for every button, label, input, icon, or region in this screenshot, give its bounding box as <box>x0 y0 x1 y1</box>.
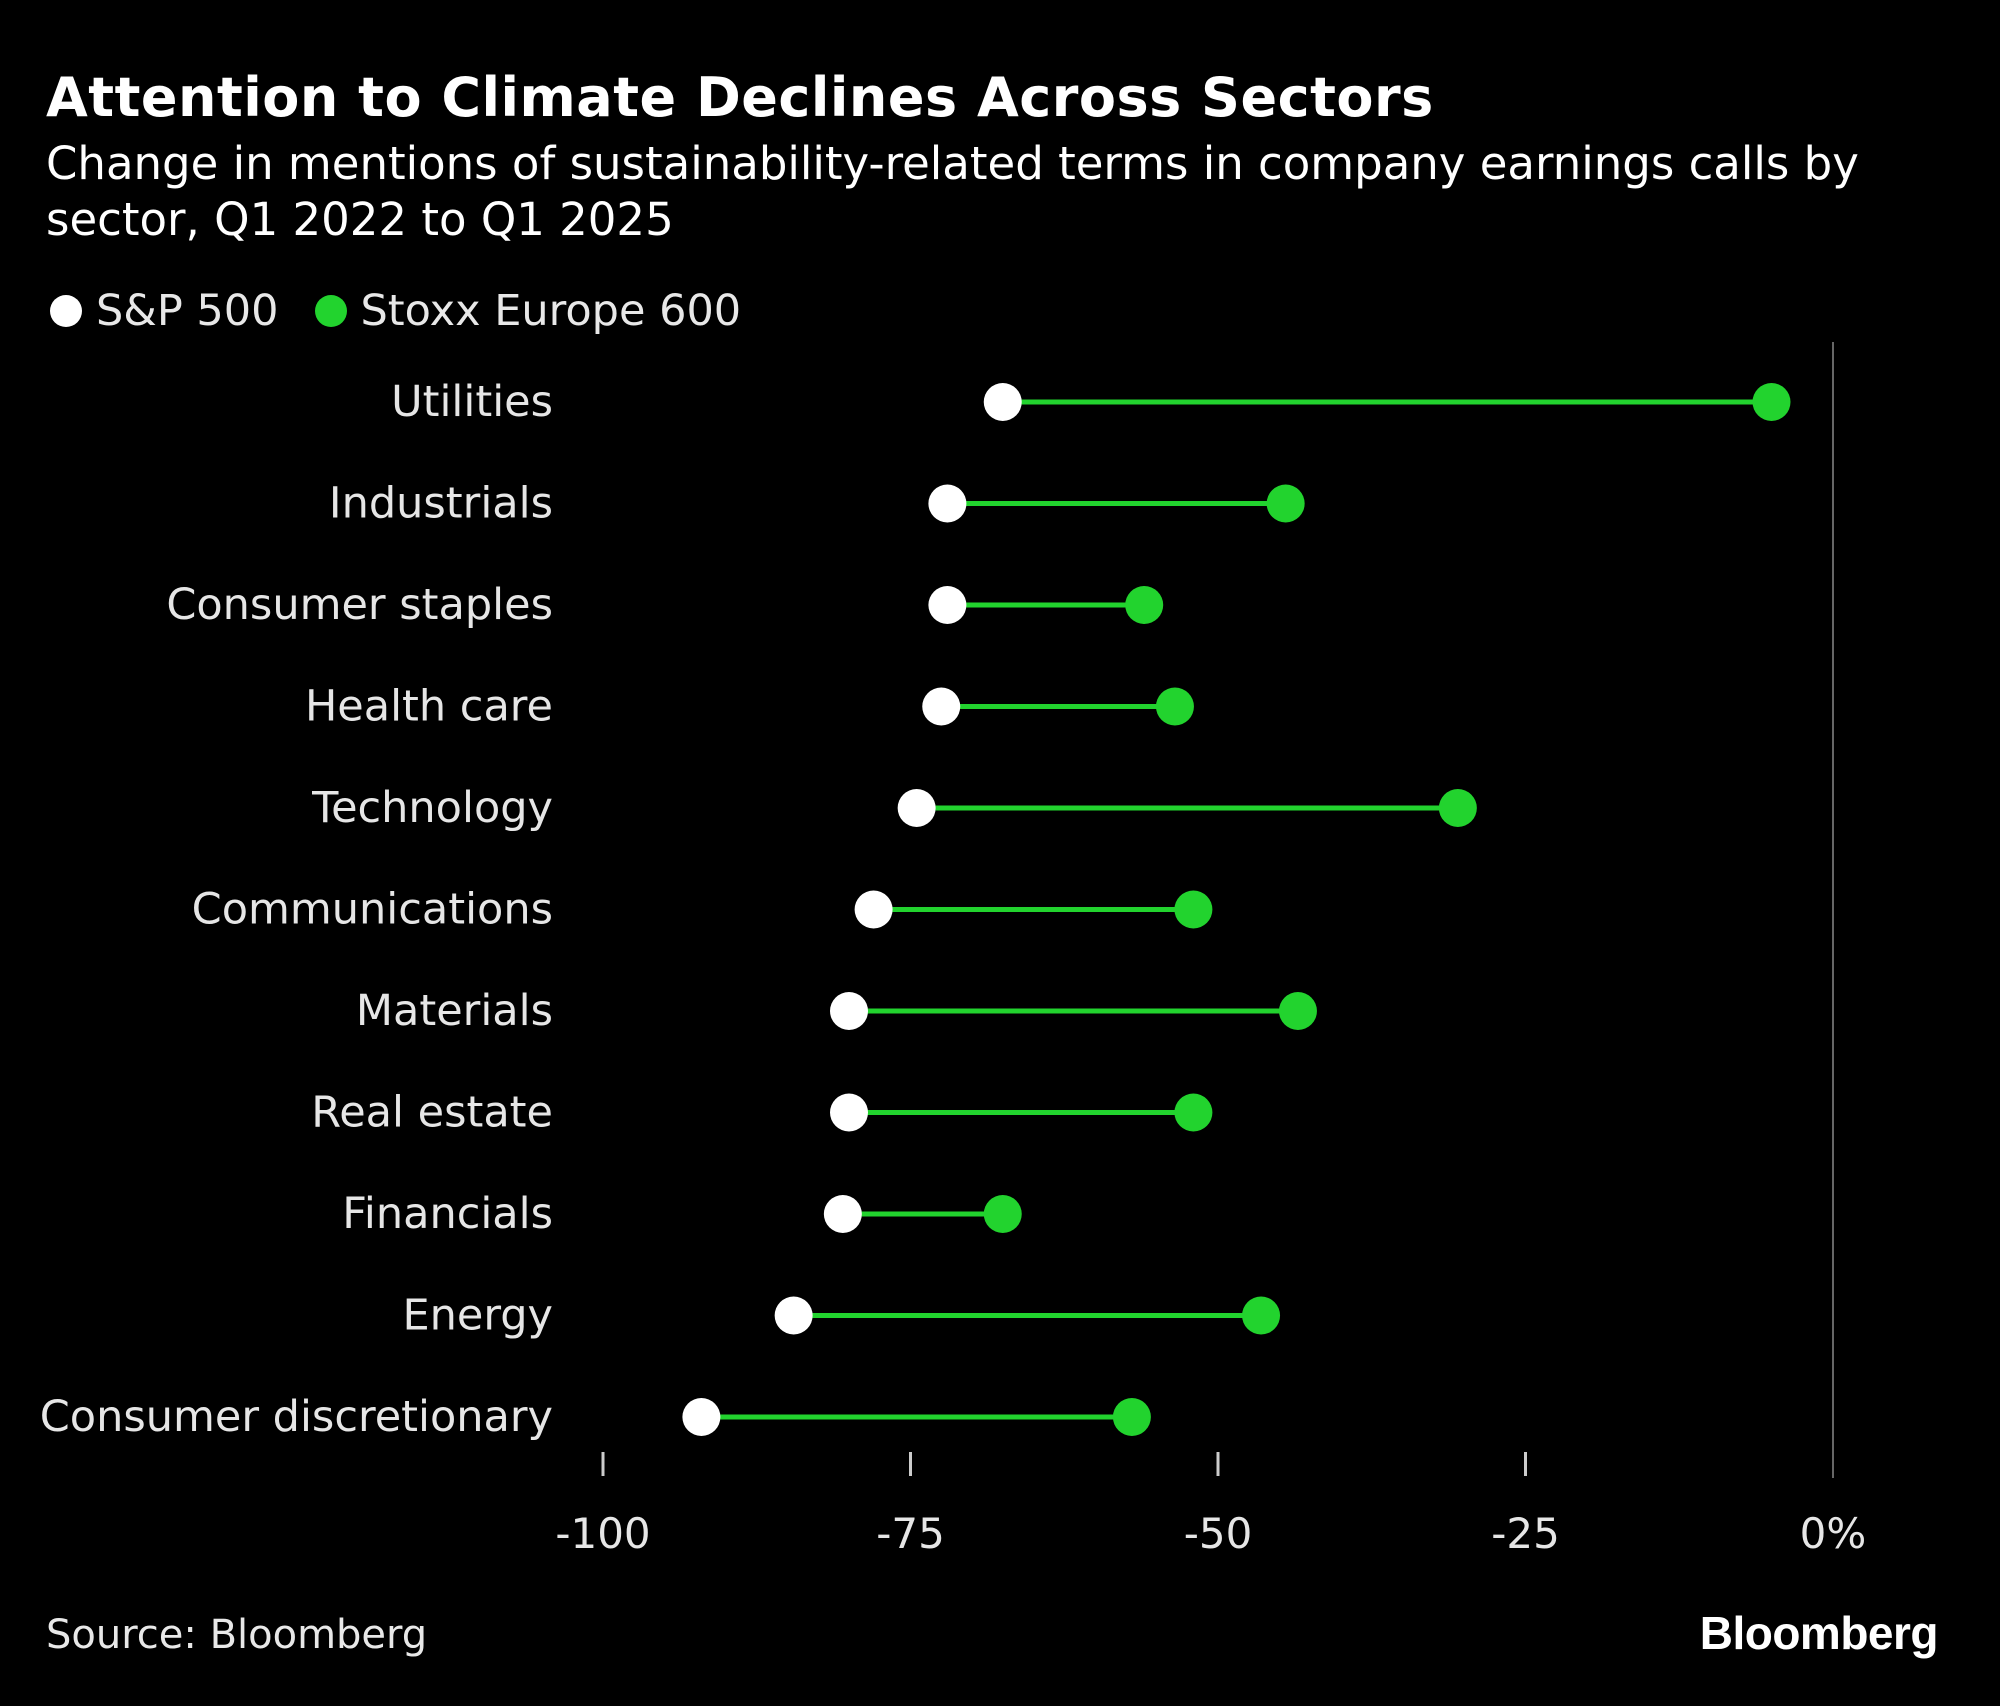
sp500-point <box>854 890 893 929</box>
sp500-point <box>983 383 1022 421</box>
sp500-point <box>682 1398 721 1436</box>
stoxx-europe-600-point <box>1112 1398 1151 1436</box>
legend: S&P 500 Stoxx Europe 600 <box>50 284 777 338</box>
legend-item-sp500: S&P 500 <box>50 286 279 336</box>
category-label: Industrials <box>329 479 553 529</box>
x-tick-label: 0% <box>1800 1509 1867 1558</box>
chart-title: Attention to Climate Declines Across Sec… <box>46 66 1434 129</box>
stoxx-europe-600-point <box>1174 1093 1213 1132</box>
category-label: Real estate <box>311 1088 553 1138</box>
legend-swatch-stoxx <box>314 295 347 327</box>
legend-label-sp500: S&P 500 <box>96 286 279 336</box>
bloomberg-logo: Bloomberg <box>1699 1607 1939 1659</box>
stoxx-europe-600-point <box>983 1195 1022 1233</box>
category-label: Utilities <box>391 377 553 427</box>
sp500-point <box>830 1093 868 1132</box>
x-tick-label: -75 <box>876 1509 945 1558</box>
stoxx-europe-600-point <box>1125 586 1164 624</box>
legend-item-stoxx: Stoxx Europe 600 <box>314 286 742 336</box>
category-label: Financials <box>342 1189 553 1239</box>
category-label: Materials <box>356 986 553 1036</box>
x-tick-label: -100 <box>555 1509 650 1558</box>
category-label: Consumer staples <box>166 580 553 630</box>
category-label: Energy <box>402 1291 553 1341</box>
category-label: Technology <box>311 783 553 833</box>
category-label: Communications <box>192 885 553 935</box>
stoxx-europe-600-point <box>1242 1296 1281 1335</box>
sp500-point <box>928 484 967 523</box>
stoxx-europe-600-point <box>1278 992 1317 1030</box>
x-tick-label: -25 <box>1491 1509 1560 1558</box>
x-tick-label: -50 <box>1184 1509 1253 1558</box>
legend-label-stoxx: Stoxx Europe 600 <box>360 286 742 336</box>
category-label: Health care <box>305 682 553 732</box>
sp500-point <box>922 687 961 726</box>
sp500-point <box>774 1296 813 1335</box>
stoxx-europe-600-point <box>1752 383 1791 421</box>
stoxx-europe-600-point <box>1174 890 1213 929</box>
stoxx-europe-600-point <box>1438 789 1477 827</box>
sp500-point <box>823 1195 862 1233</box>
legend-swatch-sp500 <box>50 295 82 327</box>
sp500-point <box>928 586 967 624</box>
stoxx-europe-600-point <box>1266 484 1305 523</box>
source-note: Source: Bloomberg <box>46 1612 428 1658</box>
sp500-point <box>897 789 936 827</box>
sp500-point <box>830 992 868 1030</box>
category-label: Consumer discretionary <box>40 1392 553 1442</box>
stoxx-europe-600-point <box>1155 687 1194 726</box>
chart-subtitle: Change in mentions of sustainability-rel… <box>46 137 1859 246</box>
